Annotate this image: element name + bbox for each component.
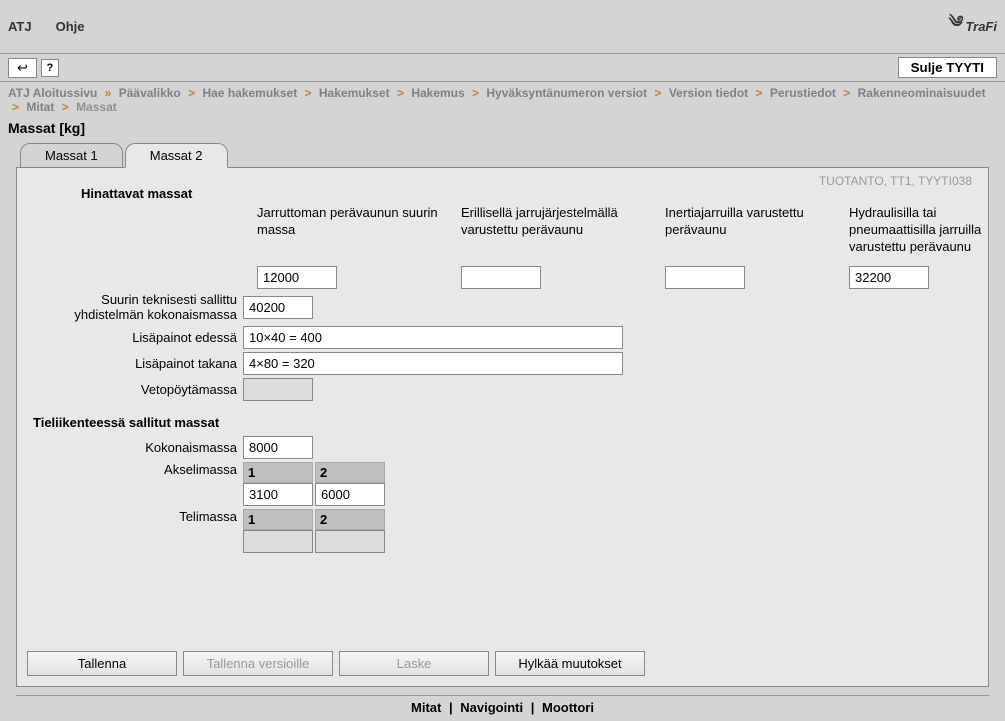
crumb-sep: >: [654, 86, 661, 100]
crumb[interactable]: Hyväksyntänumeron versiot: [486, 86, 647, 100]
input-combo[interactable]: [243, 296, 313, 319]
label-rear: Lisäpainot takana: [33, 356, 243, 372]
back-button[interactable]: ↩: [8, 58, 37, 78]
input-total[interactable]: [243, 436, 313, 459]
label-axle: Akselimassa: [33, 462, 243, 478]
footer-moottori[interactable]: Moottori: [542, 700, 594, 715]
panel: TUOTANTO, TT1, TYYTI038 Hinattavat massa…: [16, 167, 989, 687]
label-front: Lisäpainot edessä: [33, 330, 243, 346]
input-hydraulic[interactable]: [849, 266, 929, 289]
footer-sep: |: [531, 700, 535, 715]
crumb-sep: >: [188, 86, 195, 100]
input-axle-2[interactable]: [315, 483, 385, 506]
crumb[interactable]: ATJ Aloitussivu: [8, 86, 97, 100]
input-bogie-2: [315, 530, 385, 553]
bogie-header-2: 2: [315, 509, 385, 530]
input-bogie-1: [243, 530, 313, 553]
toolbar: ↩ ? Sulje TYYTI: [0, 54, 1005, 82]
crumb[interactable]: Perustiedot: [770, 86, 836, 100]
save-versions-button: Tallenna versioille: [183, 651, 333, 676]
footer-navigointi[interactable]: Navigointi: [460, 700, 523, 715]
input-front[interactable]: [243, 326, 623, 349]
tab-massat1[interactable]: Massat 1: [20, 143, 123, 168]
input-rear[interactable]: [243, 352, 623, 375]
section-towed-title: Hinattavat massat: [81, 186, 972, 201]
brand-logo: ༄ TraFi: [946, 4, 997, 49]
crumb[interactable]: Rakenneominaisuudet: [858, 86, 986, 100]
tab-massat2[interactable]: Massat 2: [125, 143, 228, 168]
axle-header-1: 1: [243, 462, 313, 483]
crumb-sep: >: [12, 100, 19, 114]
col-inertia: Inertiajarruilla varustettu perävaunu: [665, 205, 835, 239]
label-total: Kokonaismassa: [33, 440, 243, 456]
input-axle-1[interactable]: [243, 483, 313, 506]
col-unbraked: Jarruttoman perävaunun suurin massa: [257, 205, 447, 239]
menu-ohje[interactable]: Ohje: [56, 19, 85, 34]
input-separate[interactable]: [461, 266, 541, 289]
page-title: Massat [kg]: [0, 118, 1005, 142]
save-button[interactable]: Tallenna: [27, 651, 177, 676]
input-fifth: [243, 378, 313, 401]
calculate-button: Laske: [339, 651, 489, 676]
col-separate: Erillisellä jarrujärjestelmällä varustet…: [461, 205, 651, 239]
discard-button[interactable]: Hylkää muutokset: [495, 651, 645, 676]
tabs: Massat 1 Massat 2: [20, 142, 1005, 167]
col-hydraulic: Hydraulisilla tai pneumaattisilla jarrui…: [849, 205, 1005, 256]
crumb-sep: »: [105, 86, 112, 100]
crumb-sep: >: [472, 86, 479, 100]
crumb-sep: >: [62, 100, 69, 114]
crumb[interactable]: Hakemukset: [319, 86, 390, 100]
crumb-sep: >: [305, 86, 312, 100]
breadcrumb: ATJ Aloitussivu » Päävalikko > Hae hakem…: [0, 82, 1005, 118]
crumb[interactable]: Mitat: [26, 100, 54, 114]
axle-header-2: 2: [315, 462, 385, 483]
label-combo: Suurin teknisesti sallittu yhdistelmän k…: [33, 292, 243, 323]
label-fifth: Vetopöytämassa: [33, 382, 243, 398]
env-label: TUOTANTO, TT1, TYYTI038: [819, 174, 972, 188]
crumb-sep: >: [756, 86, 763, 100]
close-button[interactable]: Sulje TYYTI: [898, 57, 997, 78]
help-icon[interactable]: ?: [41, 59, 59, 77]
crumb[interactable]: Päävalikko: [119, 86, 181, 100]
section-road-title: Tieliikenteessä sallitut massat: [33, 415, 972, 430]
label-bogie: Telimassa: [33, 509, 243, 525]
crumb[interactable]: Hakemus: [411, 86, 464, 100]
menubar: ATJ Ohje ༄ TraFi: [0, 0, 1005, 54]
crumb[interactable]: Version tiedot: [669, 86, 748, 100]
crumb-sep: >: [843, 86, 850, 100]
menu-atj[interactable]: ATJ: [8, 19, 32, 34]
footer-nav: Mitat | Navigointi | Moottori: [16, 695, 989, 721]
input-unbraked[interactable]: [257, 266, 337, 289]
crumb-current: Massat: [76, 100, 117, 114]
brand-icon: ༄: [946, 4, 961, 49]
crumb[interactable]: Hae hakemukset: [202, 86, 297, 100]
footer-sep: |: [449, 700, 453, 715]
crumb-sep: >: [397, 86, 404, 100]
footer-mitat[interactable]: Mitat: [411, 700, 441, 715]
bogie-header-1: 1: [243, 509, 313, 530]
input-inertia[interactable]: [665, 266, 745, 289]
brand-text: TraFi: [965, 19, 997, 34]
